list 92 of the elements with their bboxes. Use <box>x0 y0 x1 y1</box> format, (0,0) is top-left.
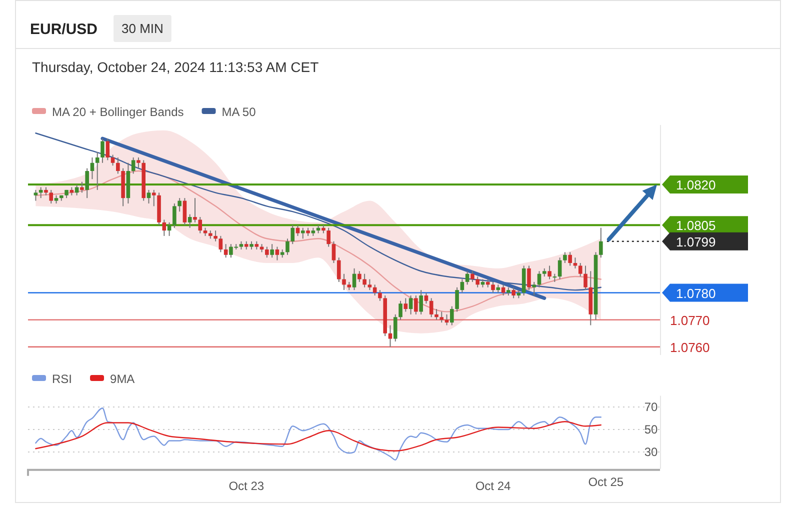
legend-label: MA 20 + Bollinger Bands <box>52 105 184 119</box>
candlestick <box>548 265 552 280</box>
candlestick <box>95 152 100 190</box>
candlestick <box>162 219 166 236</box>
ref-line-label: 1.0770 <box>670 312 710 328</box>
candlestick <box>116 156 120 174</box>
candlestick <box>563 252 567 264</box>
candlestick <box>106 138 110 161</box>
candlestick <box>336 257 341 282</box>
candlestick <box>358 270 362 282</box>
candlestick <box>90 156 94 180</box>
candlestick <box>414 294 418 315</box>
ref-line-label: 1.0799 <box>676 234 716 250</box>
candlestick <box>599 227 603 258</box>
candlestick <box>512 286 516 299</box>
candlestick <box>110 154 115 166</box>
candlestick <box>275 246 280 261</box>
text: 30 MIN <box>122 21 164 36</box>
candlestick <box>378 290 382 302</box>
candlestick <box>74 184 79 196</box>
candlestick <box>34 189 38 202</box>
candlestick <box>440 311 444 324</box>
legend-label: MA 50 <box>222 105 256 119</box>
candlestick <box>193 198 197 223</box>
candlestick <box>388 324 392 348</box>
candlestick <box>146 189 151 204</box>
candlestick <box>342 273 346 291</box>
x-tick-label: Oct 23 <box>228 478 264 493</box>
candlestick <box>218 235 223 253</box>
candlestick <box>501 284 506 296</box>
chart-subtitle: Thursday, October 24, 2024 11:13:53 AM CET <box>32 59 320 75</box>
candlestick <box>368 278 372 291</box>
candlestick <box>527 265 531 291</box>
candlestick <box>265 246 269 258</box>
candlestick <box>408 294 413 315</box>
candlestick <box>224 244 228 258</box>
candlestick <box>372 284 377 296</box>
candlestick <box>393 314 398 342</box>
candlestick <box>429 298 434 318</box>
candlestick <box>465 270 470 286</box>
candlestick <box>100 138 104 164</box>
candlestick <box>450 306 454 326</box>
line-series <box>35 421 602 452</box>
candlestick <box>558 257 562 280</box>
candlestick <box>584 265 588 291</box>
x-tick-label: Oct 24 <box>475 478 512 493</box>
line-series <box>35 408 602 460</box>
candlestick <box>455 286 459 312</box>
candlestick <box>188 214 192 228</box>
candlestick <box>578 262 582 278</box>
candlestick <box>460 278 464 294</box>
candlestick <box>470 270 474 282</box>
candlestick <box>214 230 218 242</box>
candlestick <box>49 189 54 204</box>
candlestick <box>290 224 295 245</box>
candlestick <box>419 290 423 315</box>
text: Oct 25 <box>588 474 624 489</box>
ref-line-label: 1.0760 <box>670 340 710 355</box>
candlestick <box>131 156 136 174</box>
candlestick <box>352 268 356 291</box>
candlestick <box>434 308 438 320</box>
y-tick-label: 50 <box>644 422 658 437</box>
ref-line-label: 1.0780 <box>676 286 716 301</box>
legend-label: 9MA <box>110 372 135 386</box>
candlestick <box>136 156 140 169</box>
candlestick <box>326 227 330 248</box>
candlestick <box>270 244 274 258</box>
candlestick <box>286 238 290 256</box>
candlestick <box>300 227 305 240</box>
y-tick-label: 30 <box>644 445 658 460</box>
candlestick <box>532 281 536 296</box>
candlestick <box>182 198 187 226</box>
legend-label: RSI <box>52 372 72 386</box>
y-tick-label: 70 <box>644 400 658 414</box>
candlestick <box>178 198 182 212</box>
candlestick <box>424 292 428 304</box>
candlestick <box>491 281 495 294</box>
ref-line-label: 1.0805 <box>676 218 716 234</box>
ref-line-label: 1.0820 <box>676 178 716 193</box>
candlestick <box>172 202 176 228</box>
candlestick <box>404 298 408 312</box>
candlestick <box>476 276 480 288</box>
candlestick <box>332 240 336 264</box>
candlestick <box>198 216 202 234</box>
candlestick <box>362 273 366 288</box>
candlestick <box>167 222 172 236</box>
candlestick <box>80 181 84 194</box>
candlestick <box>398 300 402 320</box>
candlestick <box>85 168 89 199</box>
candlestick <box>152 189 156 207</box>
candlestick <box>568 252 572 266</box>
chart-title: EUR/USD <box>30 21 98 38</box>
